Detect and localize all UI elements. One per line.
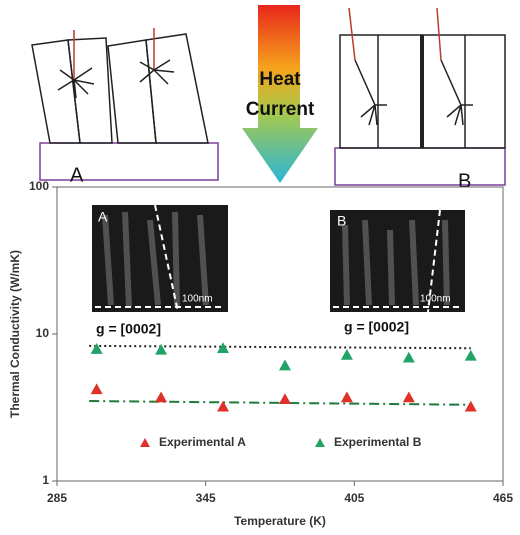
marker <box>402 391 415 403</box>
heat-arrow <box>242 5 318 183</box>
marker <box>217 400 230 412</box>
scale-label: 100nm <box>182 294 213 305</box>
schematic <box>31 5 506 186</box>
y-axis-label: Thermal Conductivity (W/mK) <box>8 250 22 418</box>
substrate-b <box>334 147 506 186</box>
legend-marker <box>140 438 150 447</box>
g-label: g = [0002] <box>344 319 409 335</box>
x-tick-label: 405 <box>344 491 364 505</box>
y-tick-label: 1 <box>42 473 49 487</box>
marker <box>217 342 230 354</box>
left-label: A <box>70 164 84 186</box>
g-label: g = [0002] <box>96 321 161 337</box>
marker <box>90 383 103 395</box>
x-tick-label: 345 <box>196 491 216 505</box>
marker <box>155 343 168 355</box>
marker <box>402 351 415 363</box>
grain <box>107 39 157 144</box>
heat-label: Heat <box>259 69 301 90</box>
y-tick-label: 10 <box>36 326 50 340</box>
trend-line <box>89 344 471 350</box>
marker <box>464 349 477 361</box>
inset-b: B 100nm g = [0002] <box>330 209 465 335</box>
marker <box>90 343 103 354</box>
y-tick-label: 100 <box>29 179 49 193</box>
inset-label: A <box>98 209 108 225</box>
marker <box>278 359 291 371</box>
current-label: Current <box>246 99 315 120</box>
scale-label: 100nm <box>420 294 451 305</box>
substrate-a <box>39 142 219 181</box>
trend-line <box>89 400 471 406</box>
legend-marker <box>315 438 325 447</box>
grain <box>145 33 209 144</box>
inset-label: B <box>337 213 346 229</box>
grain <box>31 39 81 144</box>
legend-label: Experimental B <box>334 435 422 449</box>
marker <box>340 391 353 403</box>
x-tick-label: 285 <box>47 491 67 505</box>
right-label: B <box>458 170 471 192</box>
marker <box>278 393 291 405</box>
inset-a: A 100nm g = [0002] <box>92 204 228 337</box>
marker <box>464 400 477 412</box>
x-axis-label: Temperature (K) <box>234 514 326 528</box>
x-tick-label: 465 <box>493 491 513 505</box>
legend-label: Experimental A <box>159 435 246 449</box>
grain <box>67 37 113 144</box>
marker <box>340 348 353 360</box>
marker <box>155 391 168 403</box>
